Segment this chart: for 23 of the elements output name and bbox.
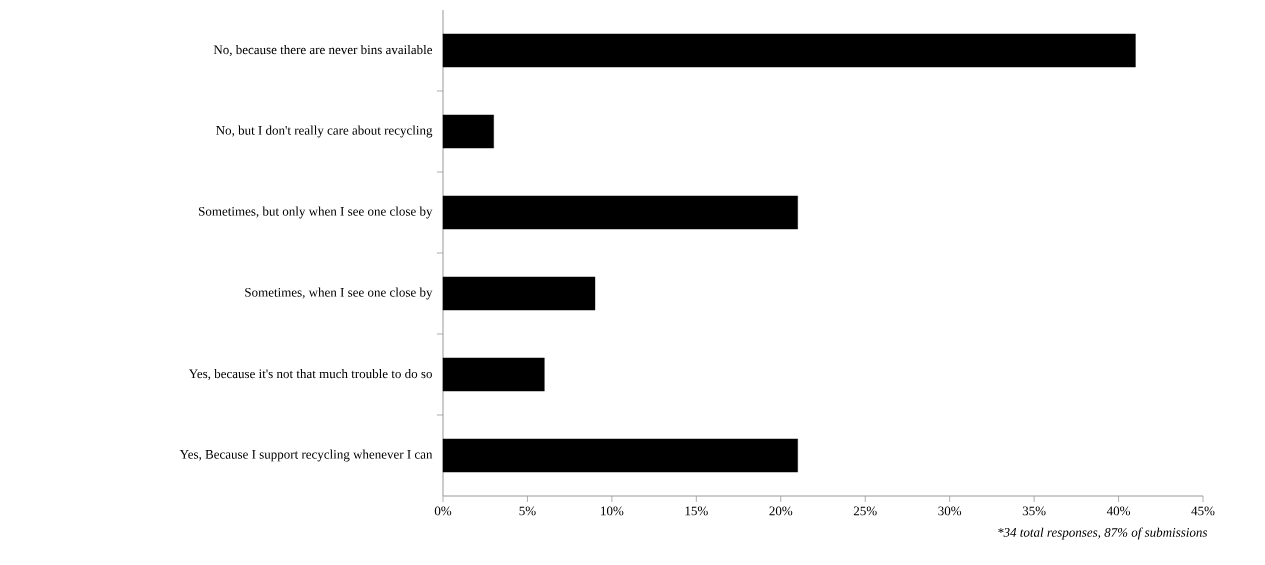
x-tick-label: 5% xyxy=(519,506,536,516)
bar xyxy=(442,33,1136,68)
x-tick-label: 25% xyxy=(853,506,877,516)
bar xyxy=(442,438,798,473)
y-tick-label: Yes, because it's not that much trouble to do so xyxy=(188,368,432,381)
x-tick-label: 15% xyxy=(685,506,708,516)
y-tick-label: Yes, Because I support recycling whenever I can xyxy=(179,449,433,462)
x-tick-label: 20% xyxy=(769,506,793,516)
x-tick-label: 45% xyxy=(1191,506,1215,516)
y-tick-label: Sometimes, when I see one close by xyxy=(245,287,433,300)
bar xyxy=(442,357,545,392)
x-tick-label: 40% xyxy=(1106,506,1131,516)
x-tick-label: 10% xyxy=(601,506,624,516)
bar xyxy=(442,276,596,311)
y-tick-label: No, but I don't really care about recycling xyxy=(216,125,433,138)
text: *34 total responses, 87% of submissions xyxy=(998,527,1208,540)
x-tick-label: 30% xyxy=(938,506,962,516)
x-tick-label: 0% xyxy=(434,506,452,516)
y-tick-label: Sometimes, but only when I see one close by xyxy=(199,206,433,219)
bar xyxy=(442,114,494,149)
bar xyxy=(442,195,798,230)
x-tick-label: 35% xyxy=(1022,506,1046,516)
y-tick-label: No, because there are never bins available xyxy=(213,44,433,57)
